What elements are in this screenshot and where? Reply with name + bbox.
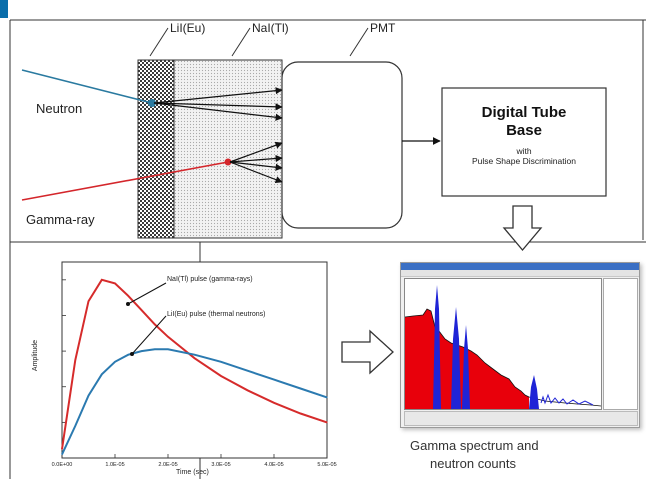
lii-data-point: [167, 348, 169, 350]
tube-base-sub-line2: Pulse Shape Discrimination: [472, 156, 576, 166]
neutron-peak-3: [462, 325, 470, 409]
nai-data-point: [326, 421, 328, 423]
spectrum-caption-line2: neutron counts: [430, 456, 517, 471]
lii-data-point: [140, 350, 143, 352]
tube-base-title: Digital Tube Base: [442, 104, 606, 140]
lii-data-point: [220, 361, 222, 363]
nai-data-point: [114, 282, 116, 284]
spectrum-window-titlebar: [401, 263, 639, 270]
spectrum-window-menubar: [401, 270, 639, 277]
pulse-xtick-label: 1.0E-05: [105, 462, 124, 468]
gamma-light-arrows: [229, 141, 283, 184]
gamma-ray-label: Gamma-ray: [26, 212, 95, 227]
neutron-peak-2: [451, 307, 461, 409]
tube-base-sub-line1: with: [516, 146, 532, 156]
nai-data-point: [220, 375, 222, 377]
pmt-label: PMT: [370, 21, 396, 35]
pulse-ylabel: Amplitude: [32, 339, 40, 372]
pulse-xtick-label: 3.0E-05: [211, 462, 230, 468]
tube-base-subtitle: with Pulse Shape Discrimination: [442, 146, 606, 166]
spectrum-plot: [404, 278, 602, 410]
nai-data-point: [127, 295, 129, 297]
nai-label: NaI(Tl): [252, 21, 289, 35]
neutron-light-arrows: [153, 87, 283, 121]
nai-data-point: [193, 357, 196, 359]
nai-label-leader-dot: [126, 302, 130, 306]
lii-data-point: [101, 373, 103, 375]
nai-data-point: [140, 309, 143, 311]
nai-data-point: [74, 359, 76, 361]
pulse-plot: 0.0E+00 1.0E-05 2.0E-05 3.0E-05 4.0E-05 5.0E-…: [52, 261, 337, 468]
lii-leader-line: [149, 27, 169, 57]
nai-data-point: [246, 389, 249, 391]
nai-label-leader: [127, 282, 167, 305]
lii-pulse-label: LiI(Eu) pulse (thermal neutrons): [167, 311, 266, 318]
spectrum-software-window: [400, 262, 640, 428]
lii-data-point: [299, 387, 302, 390]
spectrum-bottom-panel: [404, 411, 638, 426]
neutron-label: Neutron: [36, 101, 83, 116]
plot-to-spectrum-arrow: [341, 329, 394, 375]
lii-data-point: [87, 395, 90, 397]
spectrum-side-panel: [603, 278, 638, 410]
tube-base-title-line1: Digital Tube: [481, 104, 567, 121]
neutron-peak-4: [529, 375, 539, 409]
nai-data-point: [87, 300, 90, 302]
nai-data-point: [167, 336, 169, 338]
lii-label-leader-dot: [130, 352, 134, 356]
digital-tube-base-box: [441, 87, 607, 197]
lii-data-point: [114, 361, 116, 363]
pulse-xtick-label: 2.0E-05: [158, 462, 177, 468]
lii-crystal: [137, 59, 175, 239]
lii-data-point: [154, 348, 156, 350]
neutron-ray: [21, 69, 153, 104]
gamma-interaction-point: [224, 158, 232, 166]
nai-data-point: [154, 323, 156, 325]
neutron-interaction-point: [148, 99, 156, 107]
neutron-peak-1: [433, 285, 441, 409]
nai-data-point: [273, 402, 275, 404]
lii-data-point: [273, 379, 275, 381]
pulse-xtick-label: 5.0E-05: [317, 462, 336, 468]
spectrum-caption-line1: Gamma spectrum and: [410, 438, 539, 453]
pulse-xtick-label: 4.0E-05: [264, 462, 283, 468]
lii-data-point: [127, 354, 129, 356]
lii-label: LiI(Eu): [170, 21, 206, 35]
nai-data-point: [61, 448, 63, 450]
spectrum-noise-tail: [540, 393, 594, 406]
gamma-ray: [21, 161, 229, 201]
lii-label-leader: [131, 315, 167, 355]
header-accent-bar: [0, 0, 8, 18]
nai-data-point: [299, 412, 302, 415]
lii-data-point: [61, 453, 63, 456]
lii-data-point: [193, 354, 196, 356]
lii-data-point: [246, 370, 249, 372]
lii-data-point: [74, 425, 76, 427]
tube-base-title-line2: Base: [506, 122, 542, 139]
nai-data-point: [101, 279, 103, 281]
pulse-xtick-label: 0.0E+00: [52, 462, 73, 468]
pmt-block: [281, 61, 403, 229]
nai-leader-line: [231, 27, 251, 57]
pmt-leader-line: [349, 27, 369, 57]
pulse-xlabel: Time (sec): [176, 469, 209, 476]
pulse-plot-area: [61, 261, 328, 459]
spectrum-svg: [405, 285, 601, 409]
base-to-spectrum-arrow: [502, 205, 543, 252]
lii-data-point: [326, 396, 328, 399]
nai-pulse-label: NaI(Tl) pulse (gamma-rays): [167, 276, 253, 283]
